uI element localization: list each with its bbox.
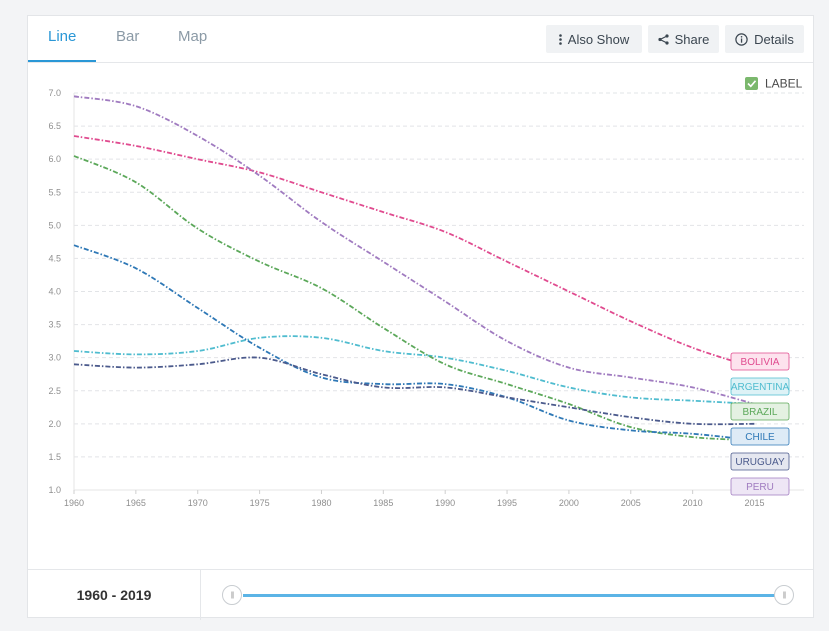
chart-card: Line Bar Map Also Show Share Details 1.0… [27, 15, 814, 620]
share-icon [658, 33, 669, 45]
series-label-box [730, 402, 790, 421]
y-tick-label: 3.5 [48, 320, 61, 330]
series-label-box [730, 427, 790, 446]
checkmark-icon [747, 80, 757, 88]
series-label-box [730, 452, 790, 471]
x-tick-label: 1970 [188, 498, 208, 508]
x-tick-label: 1995 [497, 498, 517, 508]
x-tick-label: 1980 [311, 498, 331, 508]
y-tick-label: 6.5 [48, 121, 61, 131]
label-toggle[interactable]: LABEL [745, 77, 803, 91]
series-label-bolivia[interactable]: BOLIVIA [730, 352, 790, 371]
details-label: Details [754, 31, 794, 47]
series-label-box [730, 377, 790, 396]
x-tick-label: 1985 [373, 498, 393, 508]
series-label-text: ARGENTINA [731, 382, 790, 393]
series-line-chile[interactable] [73, 244, 755, 442]
range-start-handle[interactable]: ||| [222, 585, 242, 605]
series-label-chile[interactable]: CHILE [730, 427, 790, 446]
series-label-box [730, 352, 790, 371]
tab-map[interactable]: Map [178, 28, 208, 45]
series-line-brazil[interactable] [73, 155, 755, 442]
y-tick-label: 5.0 [48, 220, 61, 230]
y-tick-label: 4.0 [48, 287, 61, 297]
year-range: 1960 - 2019 [28, 570, 201, 620]
x-tick-label: 2000 [559, 498, 579, 508]
time-range-footer: 1960 - 2019 ||| ||| [28, 569, 813, 620]
tab-bar-chart[interactable]: Bar [116, 28, 140, 45]
x-axis: 1960 1965 1970 1975 1980 1985 1990 1995 2000 2005… [64, 490, 765, 508]
series-label-text: PERU [746, 482, 774, 493]
series-label-text: BOLIVIA [741, 357, 780, 368]
chart-grid [73, 92, 804, 491]
series-label-uruguay[interactable]: URUGUAY [730, 452, 790, 471]
tab-bar: Line Bar Map Also Show Share Details [28, 16, 813, 63]
label-toggle-text: LABEL [765, 77, 803, 91]
series-line-peru[interactable] [73, 95, 755, 405]
tab-line[interactable]: Line [48, 28, 77, 45]
range-slider-track[interactable] [243, 594, 784, 597]
y-tick-label: 7.0 [48, 88, 61, 98]
active-tab-indicator [28, 60, 96, 62]
y-tick-label: 1.5 [48, 452, 61, 462]
y-axis: 1.0 1.5 2.0 2.5 3.0 3.5 4.0 4.5 5.0 5.5 6.0 6.5 7.0 [48, 88, 61, 495]
also-show-label: Also Show [567, 31, 630, 47]
info-icon [735, 32, 748, 46]
series-label-peru[interactable]: PERU [730, 477, 790, 496]
x-tick-label: 2010 [683, 498, 703, 508]
series-label-box [730, 477, 790, 496]
share-label: Share [674, 31, 710, 47]
y-tick-label: 3.0 [48, 353, 61, 363]
also-show-button[interactable]: Also Show [546, 25, 642, 53]
y-tick-label: 4.5 [48, 253, 61, 263]
more-vertical-icon [558, 33, 562, 45]
y-tick-label: 2.0 [48, 419, 61, 429]
series-label-text: BRAZIL [742, 407, 777, 418]
y-tick-label: 2.5 [48, 386, 61, 396]
y-tick-label: 1.0 [48, 485, 61, 495]
x-tick-label: 1960 [64, 498, 84, 508]
series-line-uruguay[interactable] [73, 356, 755, 426]
series-label-brazil[interactable]: BRAZIL [730, 402, 790, 421]
share-button[interactable]: Share [648, 25, 719, 53]
y-tick-label: 5.5 [48, 187, 61, 197]
series-line-bolivia[interactable] [73, 135, 755, 369]
x-tick-label: 2015 [744, 498, 764, 508]
details-button[interactable]: Details [725, 25, 804, 53]
y-tick-label: 6.0 [48, 154, 61, 164]
series-labels: BOLIVIA ARGENTINA BRAZIL CHILE URUGUAY PERU [730, 352, 790, 496]
x-tick-label: 1965 [126, 498, 146, 508]
x-tick-label: 1975 [250, 498, 270, 508]
x-tick-label: 2005 [621, 498, 641, 508]
x-tick-label: 1990 [435, 498, 455, 508]
series-label-text: CHILE [745, 432, 775, 443]
checkbox-icon[interactable] [745, 77, 758, 90]
range-end-handle[interactable]: ||| [774, 585, 794, 605]
series-label-argentina[interactable]: ARGENTINA [730, 377, 790, 396]
series-lines [73, 95, 755, 442]
line-chart: 1.01.52.02.53.03.54.04.55.05.56.06.57.0 … [48, 77, 804, 508]
series-label-text: URUGUAY [735, 457, 785, 468]
series-line-argentina[interactable] [73, 335, 755, 405]
